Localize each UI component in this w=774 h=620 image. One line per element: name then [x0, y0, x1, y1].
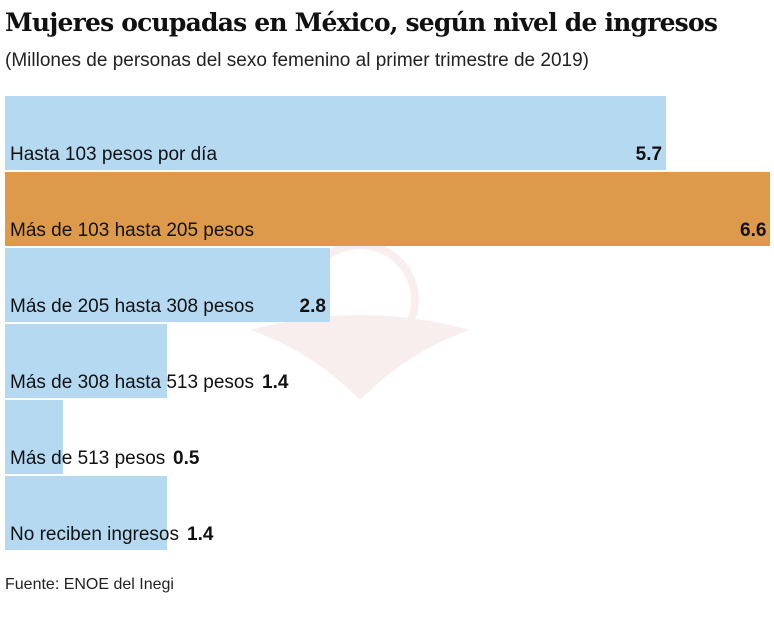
category-label: Más de 513 pesos — [10, 448, 166, 469]
source-note: Fuente: ENOE del Inegi — [5, 576, 174, 593]
bar-row: Más de 205 hasta 308 pesos 2.8 — [0, 248, 774, 322]
bar — [5, 476, 168, 550]
bar — [5, 248, 330, 322]
category-label: Hasta 103 pesos por día — [10, 144, 218, 165]
bar — [5, 96, 666, 170]
category-label: Más de 103 hasta 205 pesos — [10, 220, 255, 241]
bar — [5, 400, 63, 474]
value-label: 5.7 — [635, 144, 663, 165]
category-label: Más de 205 hasta 308 pesos — [10, 296, 255, 317]
value-label: 6.6 — [740, 220, 767, 241]
value-label: 2.8 — [299, 296, 326, 317]
bar-row: Más de 103 hasta 205 pesos 6.6 — [0, 172, 774, 246]
chart-subtitle: (Millones de personas del sexo femenino … — [5, 50, 589, 71]
bar — [5, 324, 168, 398]
value-label: 1.4 — [187, 524, 214, 545]
bar-row: Más de 308 hasta 513 pesos 1.4 — [0, 324, 774, 398]
chart-title: Mujeres ocupadas en México, según nivel … — [5, 8, 718, 37]
bar-row: No reciben ingresos 1.4 — [0, 476, 774, 550]
category-label: No reciben ingresos — [10, 524, 179, 545]
value-label: 1.4 — [262, 372, 289, 393]
bar — [5, 172, 770, 246]
bar-row: Hasta 103 pesos por día 5.7 — [0, 96, 774, 170]
value-label: 0.5 — [173, 448, 200, 469]
bar-row: Más de 513 pesos 0.5 — [0, 400, 774, 474]
category-label: Más de 308 hasta 513 pesos — [10, 372, 255, 393]
bar-chart: Hasta 103 pesos por día 5.7 Más de 103 has… — [0, 96, 774, 552]
